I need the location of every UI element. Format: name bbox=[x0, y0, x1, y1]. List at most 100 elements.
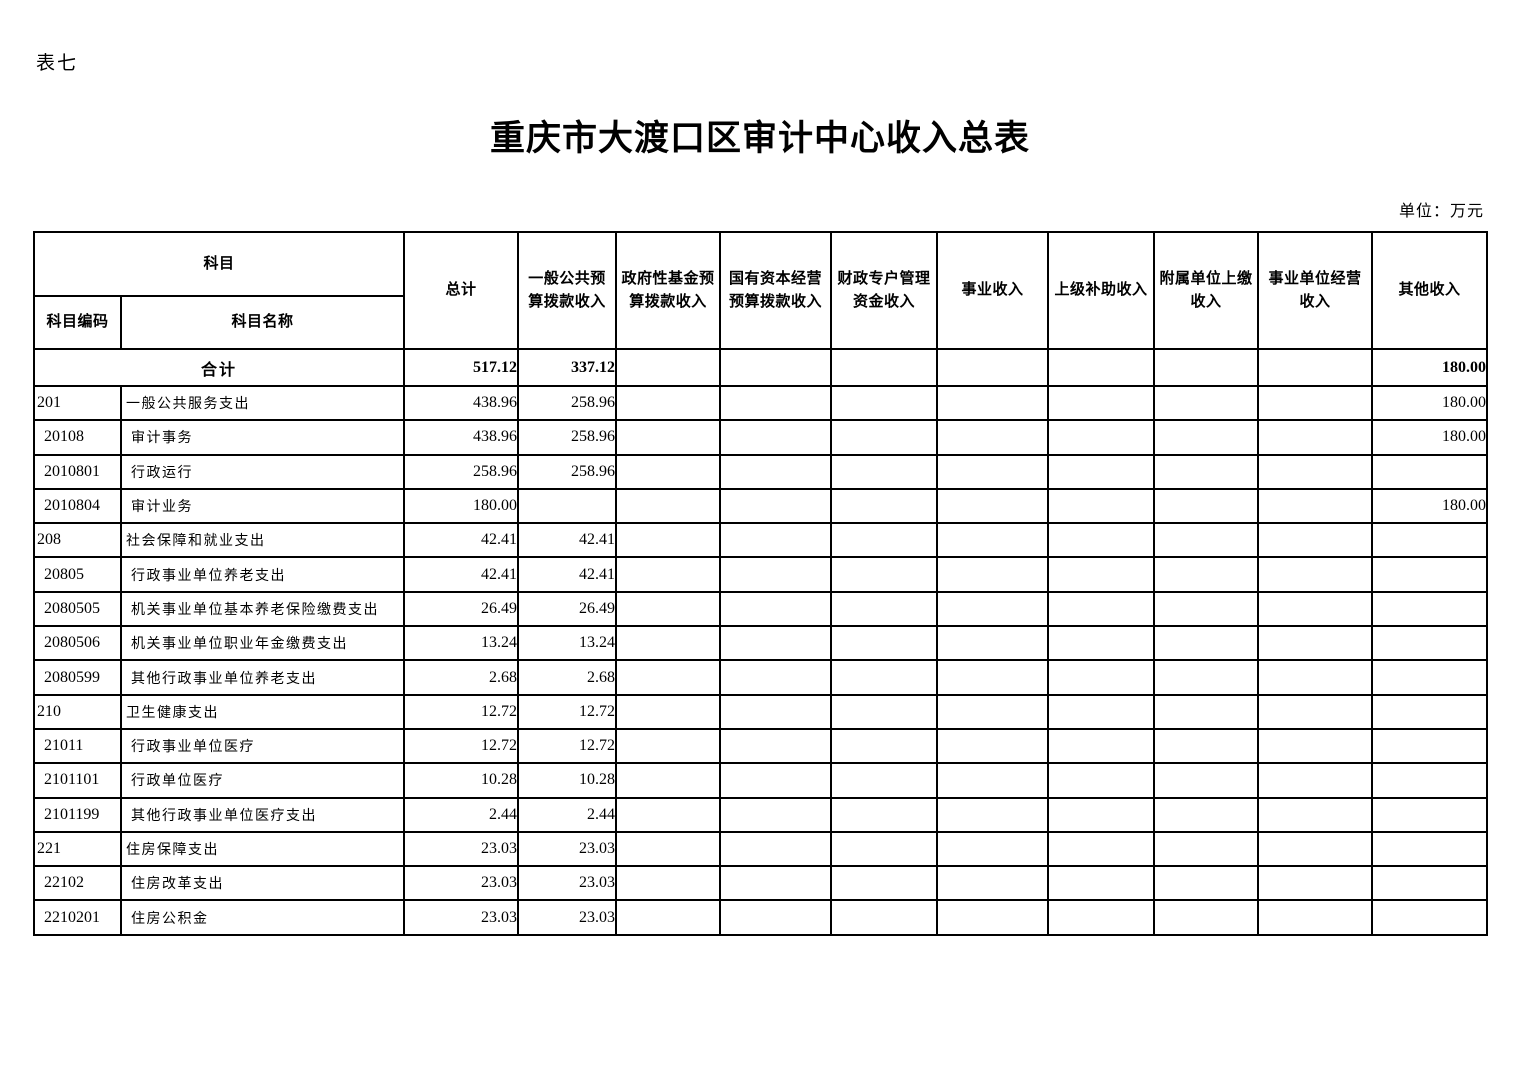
table-row: 20108 审计事务 438.96 258.96 180.00 bbox=[33, 419, 1489, 456]
table-row: 2101199 其他行政事业单位医疗支出 2.44 2.44 bbox=[33, 796, 1489, 833]
table-row: 2210201 住房公积金 23.03 23.03 bbox=[33, 899, 1489, 936]
subject-code-cell: 2101101 bbox=[33, 762, 122, 799]
value-cell: 438.96 bbox=[403, 419, 520, 456]
value-cell bbox=[1257, 693, 1374, 730]
table-row: 210 卫生健康支出 12.72 12.72 bbox=[33, 693, 1489, 730]
value-cell bbox=[830, 625, 939, 662]
value-cell bbox=[1153, 727, 1260, 765]
value-cell bbox=[1047, 727, 1156, 765]
value-cell bbox=[1371, 625, 1489, 662]
subject-name-cell: 机关事业单位职业年金缴费支出 bbox=[119, 625, 406, 662]
value-cell: 438.96 bbox=[403, 384, 520, 422]
value-cell bbox=[1047, 453, 1156, 490]
value-cell bbox=[1047, 762, 1156, 799]
total-value-cell bbox=[936, 348, 1050, 387]
value-cell bbox=[719, 659, 833, 696]
value-cell: 2.68 bbox=[517, 659, 618, 696]
value-cell: 23.03 bbox=[517, 865, 618, 902]
subject-code-cell: 2210201 bbox=[33, 899, 122, 936]
header-subject-name: 科目名称 bbox=[119, 295, 406, 350]
value-cell: 42.41 bbox=[517, 556, 618, 593]
value-cell bbox=[936, 487, 1050, 525]
value-cell bbox=[1047, 830, 1156, 868]
column-header-total: 总计 bbox=[403, 231, 520, 350]
value-cell bbox=[615, 659, 722, 696]
value-cell bbox=[830, 590, 939, 628]
value-cell: 180.00 bbox=[403, 487, 520, 525]
value-cell bbox=[615, 865, 722, 902]
table-row: 221 住房保障支出 23.03 23.03 bbox=[33, 830, 1489, 868]
value-cell: 258.96 bbox=[517, 419, 618, 456]
value-cell bbox=[719, 762, 833, 799]
subject-code-cell: 2010801 bbox=[33, 453, 122, 490]
value-cell bbox=[830, 865, 939, 902]
value-cell: 2.44 bbox=[517, 796, 618, 833]
subject-code-cell: 2080505 bbox=[33, 590, 122, 628]
table-row: 22102 住房改革支出 23.03 23.03 bbox=[33, 865, 1489, 902]
value-cell: 26.49 bbox=[517, 590, 618, 628]
value-cell bbox=[615, 830, 722, 868]
value-cell bbox=[1257, 522, 1374, 559]
value-cell bbox=[1153, 762, 1260, 799]
subject-name-cell: 审计业务 bbox=[119, 487, 406, 525]
value-cell bbox=[936, 796, 1050, 833]
total-value-cell bbox=[615, 348, 722, 387]
total-value-cell: 180.00 bbox=[1371, 348, 1489, 387]
value-cell bbox=[1257, 487, 1374, 525]
page-title: 重庆市大渡口区审计中心收入总表 bbox=[489, 119, 1030, 158]
value-cell bbox=[719, 487, 833, 525]
value-cell bbox=[936, 762, 1050, 799]
value-cell bbox=[615, 556, 722, 593]
table-row: 2010801 行政运行 258.96 258.96 bbox=[33, 453, 1489, 490]
value-cell bbox=[615, 899, 722, 936]
value-cell bbox=[1257, 762, 1374, 799]
value-cell bbox=[1257, 899, 1374, 936]
table-row: 201 一般公共服务支出 438.96 258.96 180.00 bbox=[33, 384, 1489, 422]
subject-code-cell: 21011 bbox=[33, 727, 122, 765]
value-cell bbox=[830, 762, 939, 799]
value-cell bbox=[936, 865, 1050, 902]
subject-name-cell: 审计事务 bbox=[119, 419, 406, 456]
value-cell bbox=[719, 693, 833, 730]
value-cell bbox=[936, 522, 1050, 559]
income-summary-table: 科目 总计 一般公共预 算拨款收入 政府性基金预 算拨款收入 国有资本经营 预算… bbox=[32, 231, 1489, 936]
value-cell bbox=[936, 659, 1050, 696]
value-cell bbox=[615, 590, 722, 628]
value-cell bbox=[615, 522, 722, 559]
value-cell: 180.00 bbox=[1371, 419, 1489, 456]
value-cell bbox=[1257, 556, 1374, 593]
value-cell bbox=[830, 727, 939, 765]
value-cell bbox=[1371, 556, 1489, 593]
value-cell bbox=[1153, 522, 1260, 559]
value-cell bbox=[719, 625, 833, 662]
value-cell bbox=[936, 384, 1050, 422]
value-cell bbox=[1047, 522, 1156, 559]
value-cell bbox=[719, 522, 833, 559]
column-header-state-capital: 国有资本经营 预算拨款收入 bbox=[719, 231, 833, 350]
value-cell bbox=[830, 384, 939, 422]
column-header-other-income: 其他收入 bbox=[1371, 231, 1489, 350]
value-cell bbox=[719, 419, 833, 456]
value-cell bbox=[1153, 419, 1260, 456]
value-cell bbox=[615, 762, 722, 799]
value-cell bbox=[830, 796, 939, 833]
value-cell bbox=[615, 625, 722, 662]
subject-name-cell: 住房保障支出 bbox=[119, 830, 406, 868]
value-cell: 10.28 bbox=[403, 762, 520, 799]
value-cell bbox=[1047, 796, 1156, 833]
value-cell: 23.03 bbox=[517, 899, 618, 936]
table-row: 2101101 行政单位医疗 10.28 10.28 bbox=[33, 762, 1489, 799]
subject-code-cell: 221 bbox=[33, 830, 122, 868]
table-row: 2080505 机关事业单位基本养老保险缴费支出 26.49 26.49 bbox=[33, 590, 1489, 628]
subject-code-cell: 208 bbox=[33, 522, 122, 559]
subject-name-cell: 卫生健康支出 bbox=[119, 693, 406, 730]
value-cell: 42.41 bbox=[403, 522, 520, 559]
value-cell bbox=[1371, 727, 1489, 765]
value-cell: 42.41 bbox=[403, 556, 520, 593]
subject-name-cell: 住房公积金 bbox=[119, 899, 406, 936]
value-cell bbox=[936, 830, 1050, 868]
column-header-business-operation: 事业单位经营 收入 bbox=[1257, 231, 1374, 350]
value-cell bbox=[936, 899, 1050, 936]
total-label: 合计 bbox=[32, 348, 406, 387]
value-cell: 23.03 bbox=[403, 830, 520, 868]
